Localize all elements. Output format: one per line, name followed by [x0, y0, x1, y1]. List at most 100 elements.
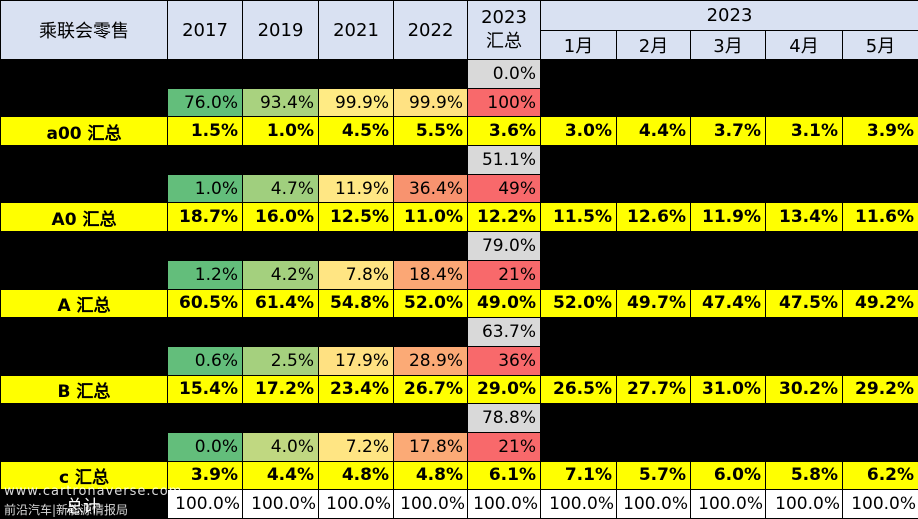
total-value-cell: 100.0%	[690, 489, 766, 519]
total-row: 总计 100.0% 100.0% 100.0% 100.0% 100.0% 100.0% 10…	[0, 489, 918, 519]
heat-cell: 17.8%	[393, 431, 468, 462]
month-header: 4月	[765, 30, 843, 60]
empty-cell	[540, 231, 617, 261]
heat-cell: 21%	[467, 431, 541, 462]
empty-cell	[690, 87, 766, 118]
empty-cell	[540, 317, 617, 347]
empty-cell	[765, 345, 843, 376]
segment-summary-row: B 汇总 15.4% 17.2% 23.4% 26.7% 29.0% 26.5% 27.7% 3…	[0, 374, 918, 405]
empty-cell	[616, 145, 691, 175]
heat-cell: 4.2%	[242, 259, 319, 290]
empty-cell	[765, 317, 843, 347]
segment-summary-row: c 汇总 3.9% 4.4% 4.8% 4.8% 6.1% 7.1% 5.7% 6.0% 5.8%…	[0, 460, 918, 491]
empty-cell	[242, 403, 319, 433]
segment-share-row: 63.7%	[0, 317, 918, 347]
empty-cell	[167, 145, 243, 175]
empty-cell	[616, 259, 691, 290]
empty-cell	[167, 59, 243, 89]
total-value-cell: 100.0%	[242, 489, 319, 519]
segment-heat-row: 76.0% 93.4% 99.9% 99.9% 100%	[0, 87, 918, 118]
empty-cell	[616, 403, 691, 433]
value-cell: 49.0%	[467, 288, 541, 319]
empty-cell	[167, 403, 243, 433]
empty-cell	[242, 145, 319, 175]
empty-cell	[765, 87, 843, 118]
heat-cell: 17.9%	[318, 345, 394, 376]
empty-cell	[0, 317, 168, 347]
segment-share-row: 51.1%	[0, 145, 918, 175]
heat-cell: 1.2%	[167, 259, 243, 290]
empty-cell	[0, 173, 168, 204]
empty-cell	[242, 231, 319, 261]
month-header: 5月	[841, 30, 918, 60]
value-cell: 30.2%	[765, 374, 843, 405]
empty-cell	[540, 403, 617, 433]
total-value-cell: 100.0%	[467, 489, 541, 519]
segment-heat-row: 0.0% 4.0% 7.2% 17.8% 21%	[0, 431, 918, 462]
empty-cell	[0, 345, 168, 376]
value-cell: 3.0%	[540, 116, 617, 147]
empty-cell	[841, 345, 918, 376]
segment-share-row: 79.0%	[0, 231, 918, 261]
empty-cell	[0, 87, 168, 118]
value-cell: 29.0%	[467, 374, 541, 405]
value-cell: 3.6%	[467, 116, 541, 147]
empty-cell	[540, 345, 617, 376]
empty-cell	[167, 231, 243, 261]
value-cell: 6.1%	[467, 460, 541, 491]
value-cell: 4.4%	[242, 460, 319, 491]
share-2023-cell: 78.8%	[467, 403, 541, 433]
value-cell: 11.6%	[841, 202, 918, 233]
empty-cell	[616, 431, 691, 462]
year-header: 2022	[393, 0, 468, 60]
value-cell: 12.5%	[318, 202, 394, 233]
segment-label: A0 汇总	[0, 202, 168, 233]
value-cell: 23.4%	[318, 374, 394, 405]
month-header: 3月	[690, 30, 766, 60]
segment-label: c 汇总	[0, 460, 168, 491]
value-cell: 4.8%	[318, 460, 394, 491]
total-value-cell: 100.0%	[393, 489, 468, 519]
total-value-cell: 100.0%	[765, 489, 843, 519]
value-cell: 27.7%	[616, 374, 691, 405]
empty-cell	[167, 317, 243, 347]
watermark-url: www.cartronaverse.com	[4, 484, 183, 499]
value-cell: 12.2%	[467, 202, 541, 233]
empty-cell	[393, 403, 468, 433]
year-2023-total-header: 2023 汇总	[467, 0, 541, 60]
header-row-2: 1月 2月 3月 4月 5月	[1, 30, 918, 60]
value-cell: 26.7%	[393, 374, 468, 405]
empty-cell	[765, 431, 843, 462]
empty-cell	[841, 87, 918, 118]
heat-cell: 2.5%	[242, 345, 319, 376]
empty-cell	[690, 403, 766, 433]
value-cell: 11.9%	[690, 202, 766, 233]
total-value-cell: 100.0%	[540, 489, 617, 519]
segment-summary-row: A 汇总 60.5% 61.4% 54.8% 52.0% 49.0% 52.0% 49.7% 4…	[0, 288, 918, 319]
value-cell: 1.0%	[242, 116, 319, 147]
value-cell: 11.5%	[540, 202, 617, 233]
heat-cell: 93.4%	[242, 87, 319, 118]
empty-cell	[765, 403, 843, 433]
empty-cell	[0, 431, 168, 462]
empty-cell	[841, 431, 918, 462]
heat-cell: 0.6%	[167, 345, 243, 376]
heat-cell: 4.0%	[242, 431, 319, 462]
heat-cell: 4.7%	[242, 173, 319, 204]
total-value-cell: 100.0%	[841, 489, 918, 519]
value-cell: 17.2%	[242, 374, 319, 405]
empty-cell	[318, 59, 394, 89]
segment-heat-row: 1.0% 4.7% 11.9% 36.4% 49%	[0, 173, 918, 204]
heat-cell: 7.8%	[318, 259, 394, 290]
table-title: 乘联会零售	[0, 0, 168, 60]
value-cell: 4.5%	[318, 116, 394, 147]
group-2023-header: 2023	[539, 0, 918, 31]
empty-cell	[393, 317, 468, 347]
value-cell: 3.7%	[690, 116, 766, 147]
total-label: 汇总	[486, 31, 522, 52]
year-header: 2019	[242, 0, 319, 60]
empty-cell	[841, 403, 918, 433]
segment-summary-row: a00 汇总 1.5% 1.0% 4.5% 5.5% 3.6% 3.0% 4.4% 3.7% 3.…	[0, 116, 918, 147]
value-cell: 11.0%	[393, 202, 468, 233]
empty-cell	[690, 231, 766, 261]
